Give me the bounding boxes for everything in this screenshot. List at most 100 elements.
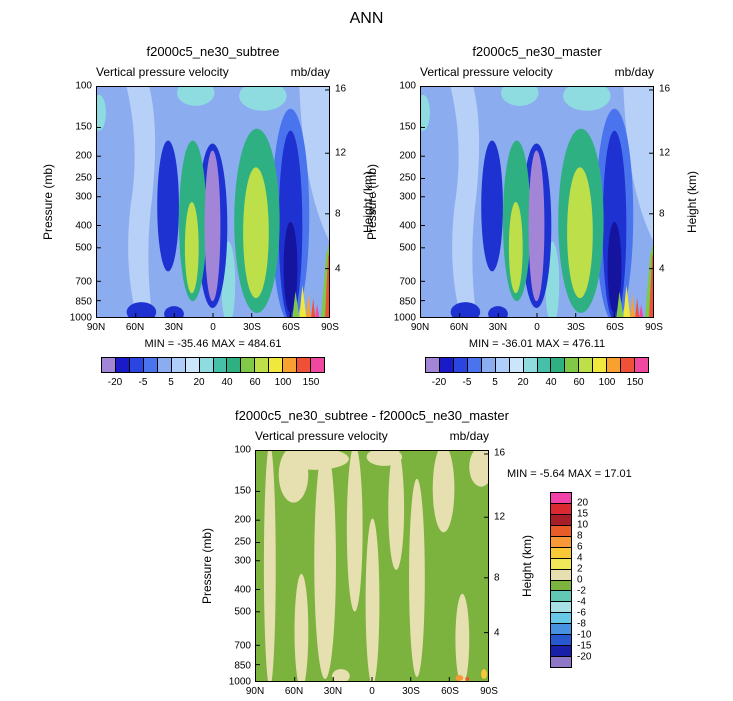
colorbar-segment (212, 358, 227, 372)
colorbar-segment (564, 358, 579, 372)
colorbar-segment (184, 358, 199, 372)
pressure-tick-labels: 100 150 200 250 300 400 500 700 850 1000 (219, 445, 251, 688)
colorbar-label: -5 (138, 377, 148, 388)
contour-plot-subtree (96, 86, 330, 318)
height-tick-label: 16 (659, 83, 671, 95)
colorbar-label: -15 (577, 640, 592, 652)
colorbar-segment (128, 358, 143, 372)
latitude-tick-label: 90S (645, 322, 663, 333)
colorbar-segment (551, 493, 571, 503)
field-title: Vertical pressure velocity (96, 65, 229, 79)
colorbar-segment (551, 557, 571, 569)
colorbar-segment (550, 358, 565, 372)
colorbar-segment (310, 358, 324, 372)
colorbar-label: 100 (598, 377, 616, 388)
height-tick-label: 4 (659, 263, 665, 275)
height-tick-label: 8 (494, 572, 500, 584)
minmax-diff: MIN = -5.64 MAX = 17.01 (507, 468, 632, 480)
pressure-tick-label: 1000 (393, 312, 416, 324)
colorbar-segment (240, 358, 255, 372)
panel-diff-subtitle: Vertical pressure velocity mb/day (255, 429, 489, 443)
pressure-tick-label: 150 (75, 121, 92, 133)
panel-subtree-subtitle: Vertical pressure velocity mb/day (96, 65, 330, 79)
pressure-tick-label: 100 (399, 80, 416, 92)
colorbar-segment (268, 358, 283, 372)
colorbar-segment (156, 358, 171, 372)
panel-master-title: f2000c5_ne30_master (472, 44, 602, 59)
colorbar-label: 150 (626, 377, 644, 388)
colorbar-label: -20 (431, 377, 447, 388)
colorbar-segment (551, 590, 571, 602)
panel-diff-title: f2000c5_ne30_subtree - f2000c5_ne30_mast… (235, 408, 509, 423)
colorbar-label: 40 (545, 377, 557, 388)
height-tick-label: 12 (494, 511, 506, 523)
colorbar-segment (536, 358, 551, 372)
pressure-tick-labels: 100 150 200 250 300 400 500 700 850 1000 (384, 81, 416, 324)
latitude-tick-label: 60N (125, 322, 145, 333)
latitude-tick-label: 60S (606, 322, 624, 333)
pressure-tick-label: 100 (234, 444, 251, 456)
colorbar-segment (438, 358, 453, 372)
pressure-tick-label: 400 (234, 584, 251, 596)
colorbar-segment (226, 358, 241, 372)
panel-master: f2000c5_ne30_master Vertical pressure ve… (365, 44, 699, 394)
colorbar-segment (170, 358, 185, 372)
colorbar-segment (551, 579, 571, 591)
colorbar-segment (551, 612, 571, 624)
colorbar-label: -8 (577, 618, 586, 630)
colorbar-segment (282, 358, 297, 372)
latitude-tick-label: 30N (488, 322, 508, 333)
field-title: Vertical pressure velocity (255, 429, 388, 443)
latitude-tick-label: 30N (164, 322, 184, 333)
colorbar-label: 150 (302, 377, 320, 388)
contour-field-master (421, 87, 653, 317)
colorbar-label: 6 (577, 541, 583, 553)
latitude-tick-label: 60N (449, 322, 469, 333)
latitude-tick-label: 0 (534, 322, 540, 333)
pressure-tick-label: 250 (234, 536, 251, 548)
colorbar-segment (551, 524, 571, 536)
colorbar-subtree-labels: -20 -5 5 20 40 60 100 150 (101, 377, 325, 389)
latitude-tick-label: 90N (245, 686, 265, 697)
pressure-tick-label: 400 (399, 220, 416, 232)
pressure-tick-label: 250 (75, 172, 92, 184)
colorbar-segment (551, 645, 571, 657)
pressure-tick-label: 300 (75, 191, 92, 203)
colorbar-segment (466, 358, 481, 372)
pressure-tick-label: 500 (399, 242, 416, 254)
height-tick-label: 12 (335, 147, 347, 159)
pressure-tick-label: 850 (75, 296, 92, 308)
latitude-tick-label: 0 (369, 686, 375, 697)
pressure-tick-label: 1000 (69, 312, 92, 324)
colorbar-segment (606, 358, 621, 372)
contour-field-subtree (97, 87, 329, 317)
contour-field-diff (256, 451, 488, 681)
panel-master-subtitle: Vertical pressure velocity mb/day (420, 65, 654, 79)
colorbar-segment (578, 358, 593, 372)
latitude-tick-labels: 90N 60N 30N 0 30S 60S 90S (411, 322, 663, 334)
colorbar-segment (551, 502, 571, 514)
colorbar-segment (551, 546, 571, 558)
colorbar-subtree (101, 357, 325, 373)
units-label: mb/day (449, 429, 489, 443)
colorbar-segment (551, 601, 571, 613)
tick-marks (256, 453, 488, 681)
pressure-tick-label: 500 (75, 242, 92, 254)
colorbar-label: 2 (577, 563, 583, 575)
pressure-tick-label: 200 (75, 150, 92, 162)
pressure-tick-label: 700 (75, 276, 92, 288)
colorbar-master-labels: -20 -5 5 20 40 60 100 150 (425, 377, 649, 389)
pressure-tick-label: 200 (234, 514, 251, 526)
colorbar-segment (551, 623, 571, 635)
colorbar-label: 10 (577, 519, 589, 531)
latitude-tick-label: 90N (86, 322, 106, 333)
height-tick-label: 16 (494, 447, 506, 459)
pressure-tick-label: 150 (234, 485, 251, 497)
colorbar-label: -10 (577, 629, 592, 641)
colorbar-label: -5 (462, 377, 472, 388)
height-tick-label: 8 (659, 208, 665, 220)
tick-marks (97, 89, 329, 317)
units-label: mb/day (290, 65, 330, 79)
tick-marks (421, 89, 653, 317)
